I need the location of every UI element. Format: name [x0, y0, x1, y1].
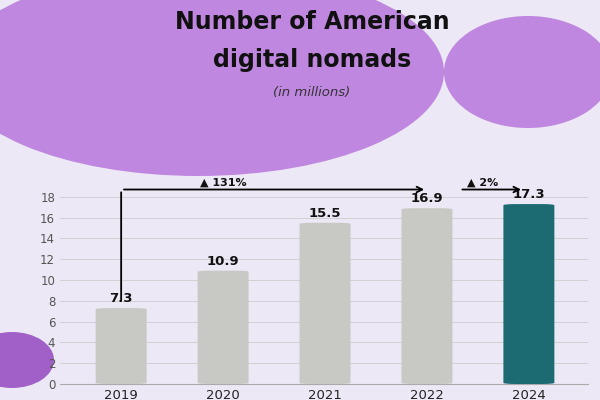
Text: 16.9: 16.9 — [410, 192, 443, 205]
Text: Number of American: Number of American — [175, 10, 449, 34]
FancyBboxPatch shape — [299, 223, 350, 384]
FancyBboxPatch shape — [95, 308, 146, 384]
Circle shape — [0, 332, 54, 388]
Text: ▲ 2%: ▲ 2% — [467, 178, 499, 188]
Text: 10.9: 10.9 — [207, 254, 239, 268]
Text: 17.3: 17.3 — [512, 188, 545, 201]
FancyBboxPatch shape — [401, 208, 452, 384]
Ellipse shape — [0, 0, 444, 176]
FancyBboxPatch shape — [503, 204, 554, 384]
FancyBboxPatch shape — [197, 271, 248, 384]
Text: 7.3: 7.3 — [109, 292, 133, 305]
Text: 15.5: 15.5 — [309, 207, 341, 220]
Circle shape — [444, 16, 600, 128]
Text: (in millions): (in millions) — [274, 86, 350, 99]
Text: digital nomads: digital nomads — [213, 48, 411, 72]
Text: ▲ 131%: ▲ 131% — [200, 178, 247, 188]
